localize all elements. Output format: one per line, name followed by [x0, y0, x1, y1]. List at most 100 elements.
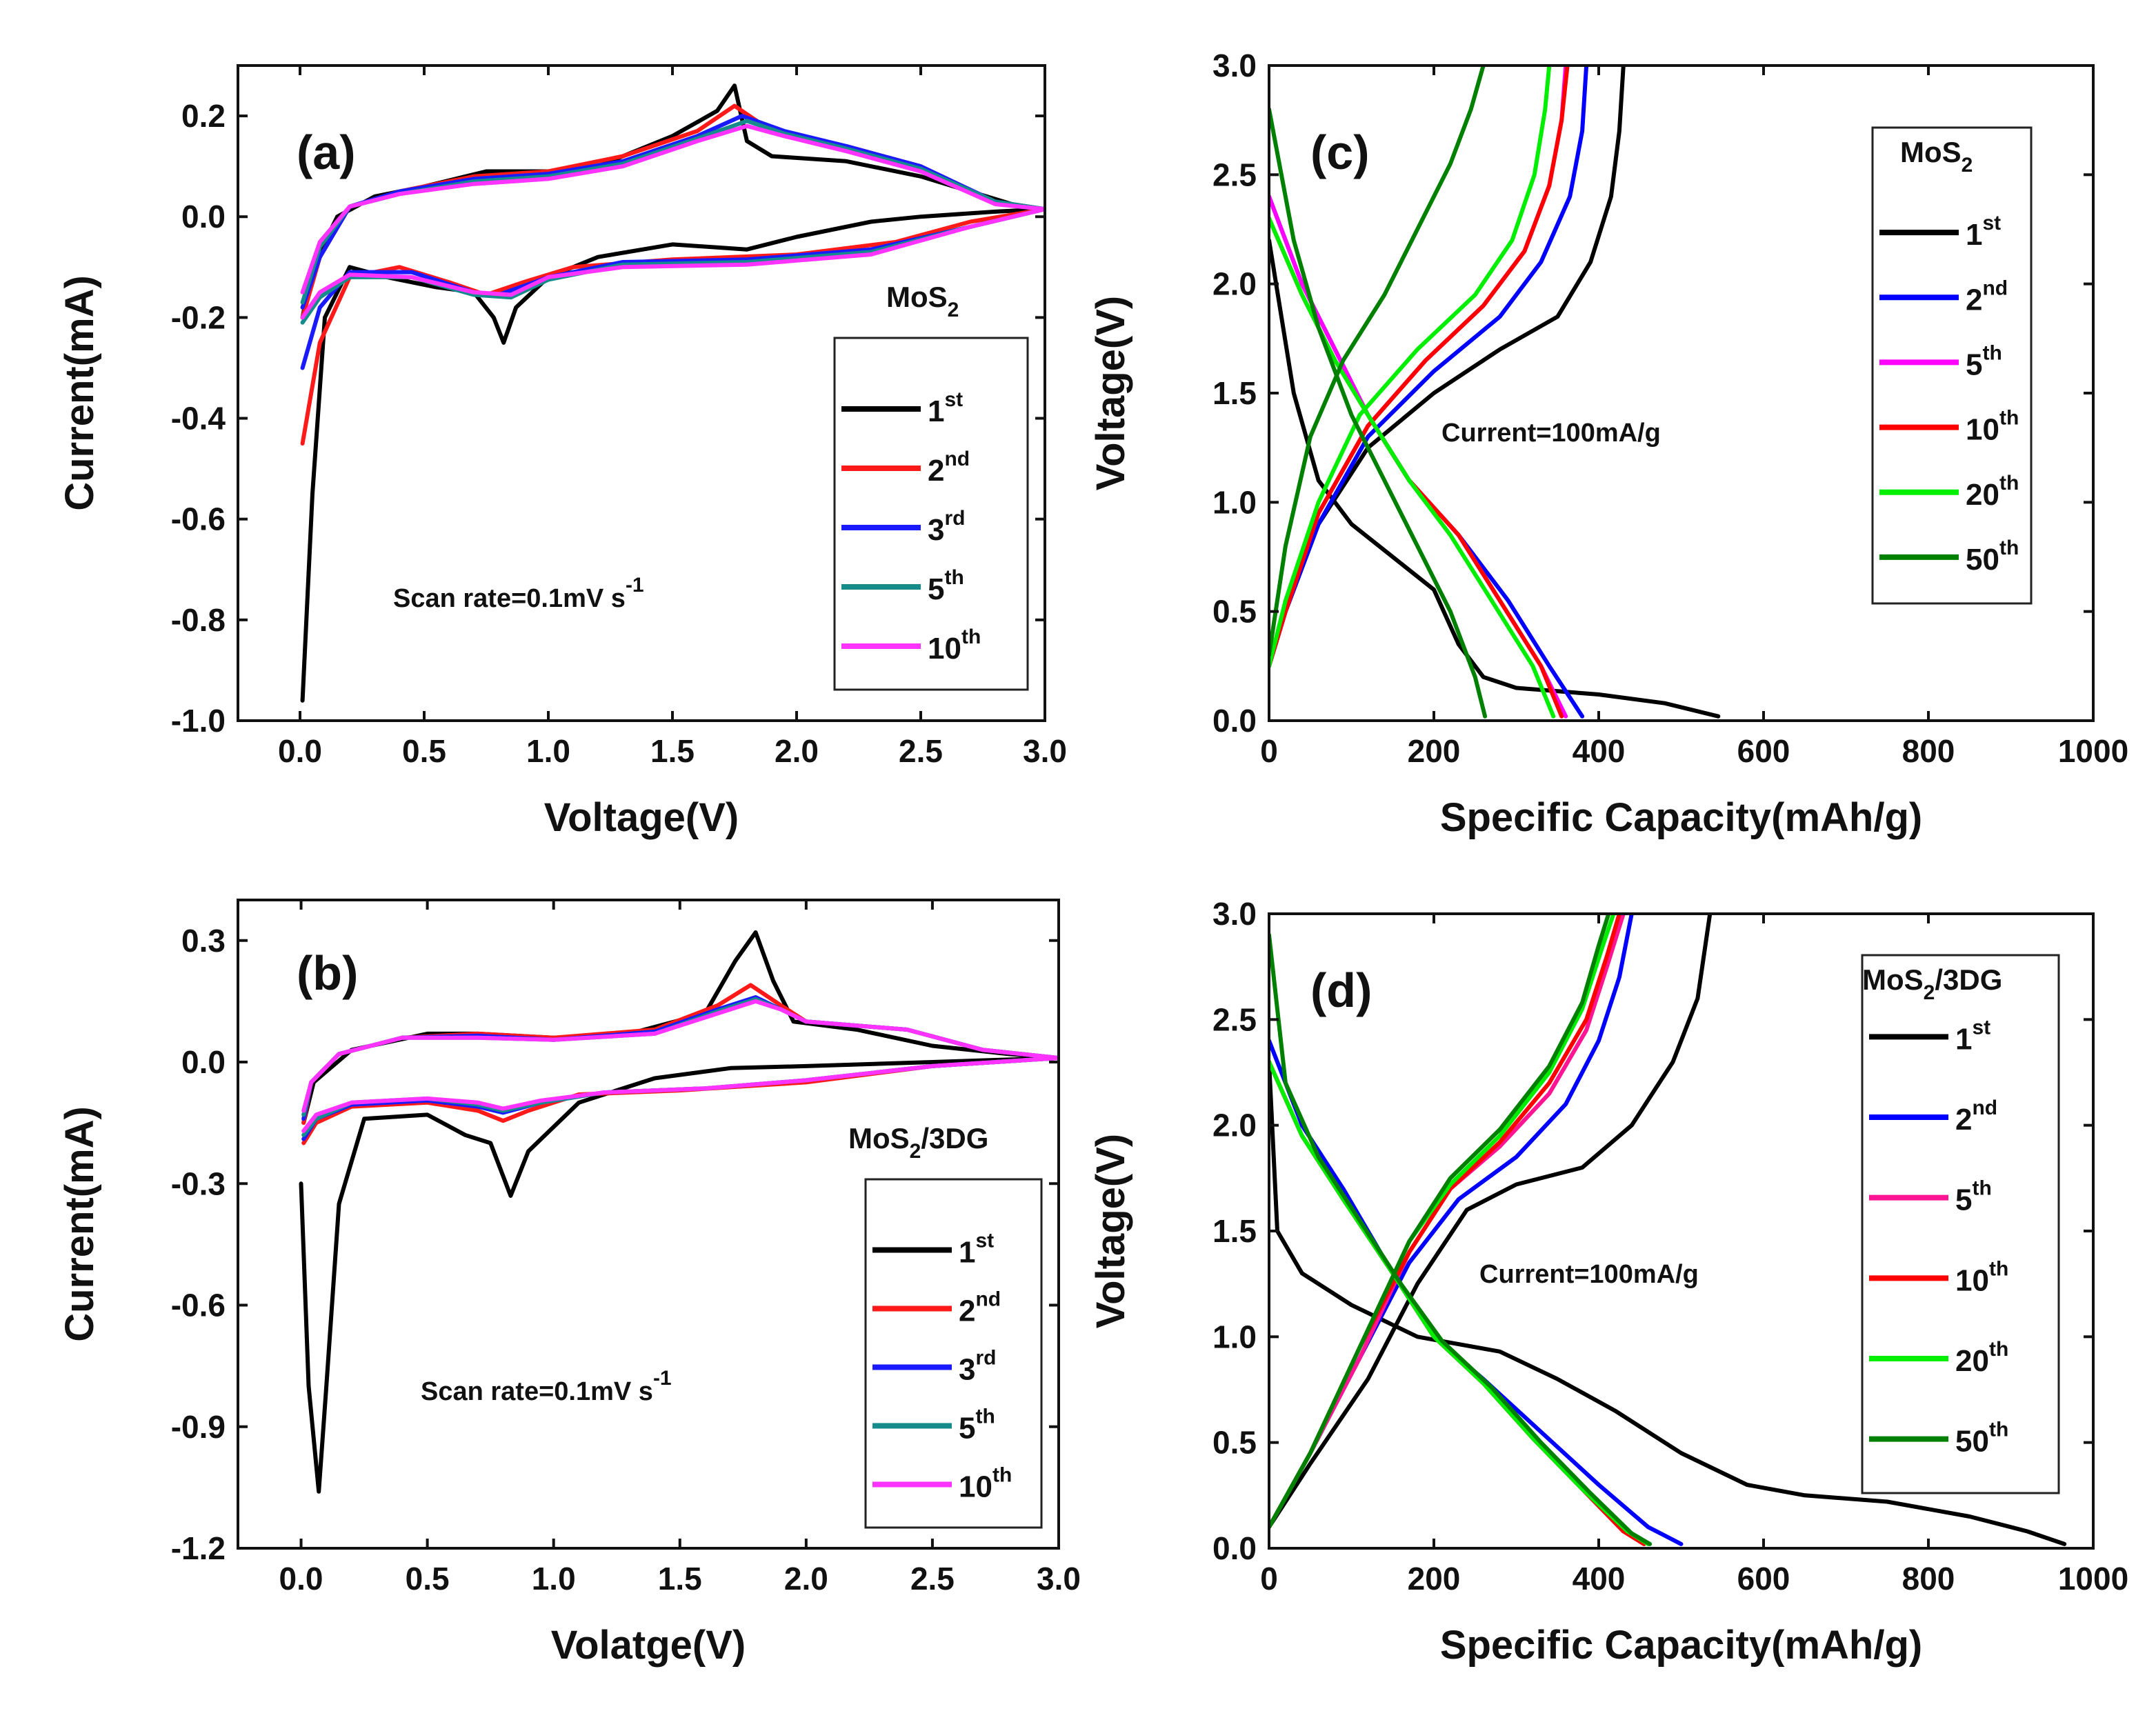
series-20th-charge: [1269, 66, 1552, 668]
y-tick-label: 0.5: [1212, 1425, 1257, 1461]
legend-label-50th: 50th: [1966, 537, 2019, 577]
y-tick-label: 0.5: [1212, 594, 1257, 630]
y-tick-label: 3.0: [1212, 896, 1257, 932]
x-tick-label: 2.5: [910, 1561, 955, 1597]
series-2nd-discharge: [1269, 194, 1585, 719]
panel-a: 0.0 0.5 1.0 1.5 2.0 2.5 3.0 -1.0 -0.8 -0.6 -0.4 -0.…: [57, 64, 1067, 840]
legend: MoS2/3DG 1st 2nd 3rd 5th 10th: [848, 1122, 1043, 1529]
y-tick-label: 1.5: [1212, 1213, 1257, 1249]
legend-label-5th: 5th: [959, 1405, 995, 1445]
annotation-text: Current=100mA/g: [1441, 419, 1661, 448]
panel-label: (c): [1310, 126, 1370, 179]
x-tick-label: 2.5: [899, 733, 943, 769]
series-group: [1269, 914, 2067, 1546]
y-tick-label: 1.0: [1212, 1319, 1257, 1354]
series-1st-cv: [299, 930, 1059, 1494]
series-1st-charge: [1269, 914, 1713, 1530]
y-tick-label: -0.4: [171, 401, 226, 437]
annotation-text: Scan rate=0.1mV s-1: [421, 1367, 672, 1406]
x-tick-label: 400: [1573, 733, 1626, 769]
y-tick-label: -0.9: [171, 1409, 226, 1445]
y-tick-label: -1.2: [171, 1530, 226, 1566]
legend-title: MoS2: [1900, 136, 1973, 177]
x-tick-label: 200: [1408, 1561, 1461, 1597]
legend-label-10th: 10th: [1966, 407, 2019, 447]
legend-label-10th: 10th: [928, 626, 981, 666]
legend-box: [1871, 126, 2033, 605]
series-50th-discharge: [1269, 932, 1653, 1546]
y-axis-label: Current(mA): [57, 1106, 102, 1342]
panel-c: 0 200 400 600 800 1000 0.0 0.5 1.0 1.5 2.0 2.5 3.0 Sp…: [1088, 48, 2128, 840]
legend-label-2nd: 2nd: [928, 448, 970, 488]
panel-label: (d): [1310, 963, 1372, 1017]
x-tick-label: 1.5: [650, 733, 695, 769]
x-axis-label: Specific Capacity(mAh/g): [1440, 795, 1922, 840]
y-tick-label: 0.3: [181, 923, 226, 959]
series-group: [300, 83, 1045, 703]
x-tick-label: 0.5: [406, 1561, 450, 1597]
series-20th-discharge: [1269, 1059, 1650, 1546]
y-tick-label: 1.0: [1212, 484, 1257, 520]
series-10th-charge: [1269, 66, 1570, 668]
panel-label: (a): [297, 126, 356, 179]
x-tick-label: 800: [1902, 733, 1955, 769]
legend-title: MoS2/3DG: [848, 1122, 988, 1163]
x-tick-label: 600: [1737, 733, 1790, 769]
x-tick-label: 3.0: [1023, 733, 1067, 769]
x-tick-label: 400: [1573, 1561, 1626, 1597]
x-tick-label: 200: [1408, 733, 1461, 769]
x-tick-label: 2.0: [784, 1561, 828, 1597]
x-tick-label: 0.0: [278, 733, 322, 769]
y-tick-label: 0.0: [1212, 1530, 1257, 1566]
legend-label-20th: 20th: [1955, 1338, 2008, 1378]
y-tick-label: 2.5: [1212, 1001, 1257, 1037]
legend-title: MoS2: [886, 281, 959, 321]
y-axis-label: Current(mA): [57, 275, 102, 511]
legend: MoS2 1st 2nd 5th 10th 20th 50th: [1871, 126, 2033, 605]
legend-box: [864, 1178, 1043, 1529]
y-tick-label: 2.5: [1212, 157, 1257, 192]
series-10th-cv: [301, 999, 1059, 1133]
series-5th-cv: [300, 119, 1045, 325]
y-axis-label: Voltage(V): [1088, 296, 1133, 491]
x-axis-label: Volatge(V): [551, 1623, 746, 1668]
legend-label-1st: 1st: [959, 1230, 994, 1270]
y-tick-label: 1.5: [1212, 375, 1257, 411]
y-tick-label: -0.6: [171, 501, 226, 537]
legend-title: MoS2/3DG: [1862, 963, 2002, 1004]
series-3rd-cv: [300, 114, 1045, 370]
x-tick-label: 1000: [2058, 733, 2128, 769]
y-tick-label: 2.0: [1212, 1108, 1257, 1143]
legend: MoS2 1st 2nd 3rd 5th 10th: [833, 281, 1029, 691]
legend-box: [833, 337, 1029, 691]
legend-box: [1861, 954, 2060, 1494]
legend-label-5th: 5th: [1966, 341, 2002, 381]
legend-label-1st: 1st: [1955, 1016, 1990, 1056]
legend-label-2nd: 2nd: [1955, 1097, 1997, 1137]
x-tick-label: 1.5: [658, 1561, 702, 1597]
series-10th-discharge: [1269, 1059, 1646, 1546]
y-tick-label: 0.0: [181, 1044, 226, 1080]
y-tick-label: 2.0: [1212, 266, 1257, 302]
legend-label-5th: 5th: [928, 566, 964, 606]
legend-label-1st: 1st: [928, 388, 963, 428]
panel-b: 0.0 0.5 1.0 1.5 2.0 2.5 3.0 -1.2 -0.9 -0.6 -0.3 0.0…: [57, 899, 1081, 1668]
panel-d: 0 200 400 600 800 1000 0.0 0.5 1.0 1.5 2.0 2.5 3.0 Sp…: [1088, 896, 2128, 1668]
x-axis-label: Specific Capacity(mAh/g): [1440, 1623, 1922, 1668]
series-50th-charge: [1269, 914, 1611, 1530]
y-tick-label: 0.0: [1212, 703, 1257, 739]
x-axis-label: Voltage(V): [544, 795, 739, 840]
legend-label-10th: 10th: [1955, 1257, 2008, 1297]
y-tick-label: -0.8: [171, 602, 226, 638]
series-50th-charge: [1269, 66, 1486, 657]
legend: MoS2/3DG 1st 2nd 5th 10th 20th 50th: [1861, 954, 2060, 1494]
legend-label-50th: 50th: [1955, 1419, 2008, 1459]
legend-label-3rd: 3rd: [959, 1347, 996, 1387]
x-tick-label: 1000: [2058, 1561, 2128, 1597]
y-tick-label: -1.0: [171, 703, 226, 739]
x-tick-label: 0.0: [279, 1561, 323, 1597]
x-tick-label: 800: [1902, 1561, 1955, 1597]
y-tick-label: 0.0: [181, 199, 226, 234]
x-tick-label: 0.5: [402, 733, 446, 769]
legend-label-2nd: 2nd: [959, 1288, 1001, 1328]
